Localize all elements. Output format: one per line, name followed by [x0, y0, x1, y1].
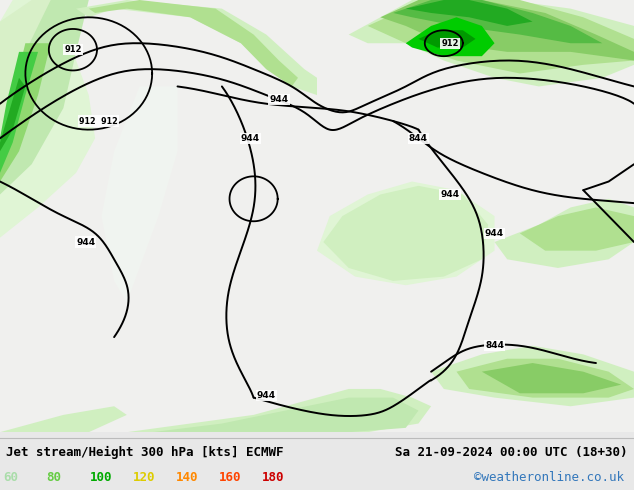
Text: 944: 944 [485, 229, 504, 238]
Polygon shape [349, 0, 634, 86]
Polygon shape [368, 0, 634, 74]
Text: 944: 944 [241, 134, 260, 143]
Polygon shape [323, 186, 488, 281]
Text: Jet stream/Height 300 hPa [kts] ECMWF: Jet stream/Height 300 hPa [kts] ECMWF [6, 446, 284, 459]
Polygon shape [89, 0, 298, 86]
Text: 912: 912 [441, 39, 459, 48]
Text: 100: 100 [89, 471, 112, 484]
Polygon shape [406, 0, 533, 26]
Text: 912  912: 912 912 [79, 117, 118, 125]
Polygon shape [0, 406, 127, 432]
Polygon shape [0, 78, 25, 151]
Text: 944: 944 [269, 95, 288, 104]
Text: ©weatheronline.co.uk: ©weatheronline.co.uk [474, 471, 624, 484]
Polygon shape [101, 86, 178, 302]
Text: 140: 140 [176, 471, 198, 484]
Polygon shape [0, 43, 51, 181]
Polygon shape [393, 0, 602, 43]
Polygon shape [406, 17, 495, 56]
Text: 120: 120 [133, 471, 155, 484]
Polygon shape [495, 199, 634, 268]
Polygon shape [456, 359, 634, 397]
Polygon shape [418, 30, 476, 48]
Polygon shape [0, 0, 76, 164]
Polygon shape [0, 52, 38, 173]
Text: 180: 180 [262, 471, 284, 484]
Polygon shape [431, 346, 634, 406]
Polygon shape [127, 389, 431, 432]
Polygon shape [76, 0, 317, 95]
Polygon shape [520, 207, 634, 251]
Text: Sa 21-09-2024 00:00 UTC (18+30): Sa 21-09-2024 00:00 UTC (18+30) [395, 446, 628, 459]
Polygon shape [380, 0, 634, 60]
Text: 80: 80 [46, 471, 61, 484]
Text: 944: 944 [76, 238, 95, 246]
Polygon shape [0, 0, 89, 195]
Text: 844: 844 [409, 134, 428, 143]
Polygon shape [152, 397, 418, 432]
Text: 912: 912 [64, 45, 82, 54]
Text: 160: 160 [219, 471, 241, 484]
Polygon shape [482, 363, 621, 393]
Text: 944: 944 [441, 190, 460, 199]
Polygon shape [0, 0, 95, 238]
Text: 944: 944 [257, 391, 276, 400]
Text: 844: 844 [485, 341, 504, 350]
Polygon shape [317, 181, 495, 285]
Text: 60: 60 [3, 471, 18, 484]
